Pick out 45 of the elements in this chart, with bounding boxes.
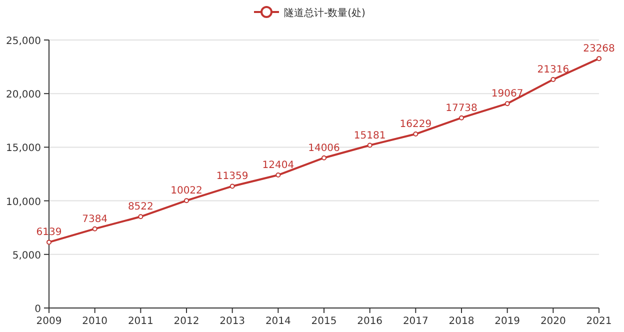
x-tick-label: 2011: [128, 316, 154, 327]
point: [413, 132, 418, 137]
x-tick-label: 2014: [265, 316, 291, 327]
data-label: 11359: [216, 171, 248, 182]
point: [276, 172, 281, 178]
x-tick-label: 2015: [311, 316, 337, 327]
x-tick-label: 2013: [220, 316, 246, 327]
x-tick-label: 2019: [494, 316, 520, 327]
data-label: 19067: [491, 88, 524, 100]
data-label: 10022: [170, 186, 202, 197]
y-tick-label: 10,000: [6, 196, 41, 208]
y-tick-label: 15,000: [6, 143, 41, 154]
point: [596, 56, 602, 62]
data-label: 14006: [308, 142, 340, 154]
point: [367, 142, 372, 148]
point: [459, 115, 464, 120]
y-tick-label: 20,000: [6, 90, 41, 101]
data-label: 21316: [537, 64, 570, 76]
data-label: 7384: [82, 214, 108, 225]
x-tick-label: 2020: [540, 316, 566, 327]
y-tick-label: 0: [34, 304, 41, 315]
data-label: 8522: [128, 202, 154, 213]
data-label: 17738: [446, 102, 478, 114]
x-tick-label: 2021: [586, 316, 612, 327]
legend-label: 隧道总计-数量(处): [284, 7, 366, 19]
x-tick-label: 2016: [357, 316, 383, 327]
point: [92, 226, 98, 232]
x-tick-label: 2018: [448, 316, 474, 327]
y-tick-label: 5,000: [12, 250, 41, 262]
point: [230, 184, 235, 189]
data-label: 16229: [400, 119, 432, 130]
point: [138, 214, 144, 220]
point: [550, 76, 556, 82]
data-label: 12404: [262, 160, 294, 172]
point: [322, 155, 326, 160]
x-tick-label: 2009: [36, 316, 62, 327]
x-tick-label: 2017: [402, 316, 428, 327]
x-tick-label: 2010: [82, 316, 108, 327]
x-tick-label: 2012: [174, 316, 200, 327]
point: [184, 198, 189, 204]
y-tick-label: 25,000: [6, 36, 41, 47]
point: [46, 240, 52, 245]
point: [504, 101, 510, 106]
data-label: 15181: [354, 130, 386, 142]
data-label: 23268: [583, 44, 615, 55]
